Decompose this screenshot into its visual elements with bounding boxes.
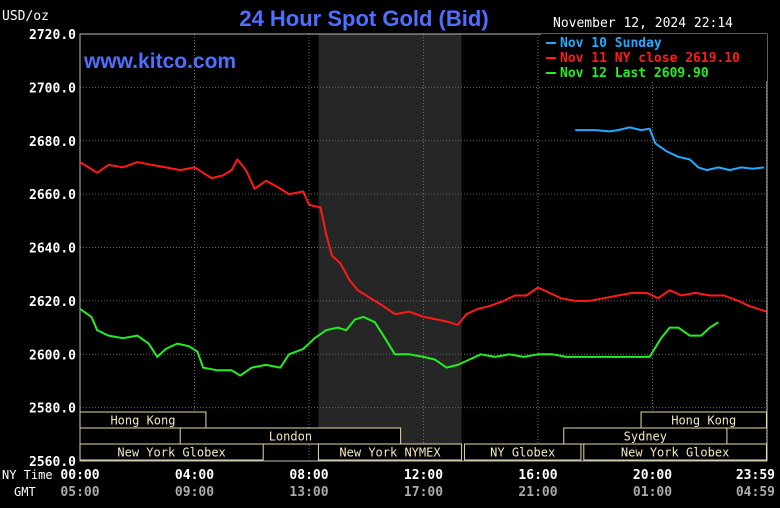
x-tick-label-gmt: 13:00	[289, 485, 328, 500]
y-tick-label: 2600.0	[29, 348, 76, 363]
x-tick-label-gmt: 17:00	[404, 485, 443, 500]
legend-label-nov12: Nov 12 Last 2609.90	[560, 66, 709, 81]
session-label: New York Globex	[117, 446, 225, 460]
ny-time-row-label: NY Time	[2, 468, 53, 482]
session-label: New York NYMEX	[339, 446, 441, 460]
plot-frame	[79, 33, 768, 462]
chart-title: 24 Hour Spot Gold (Bid)	[239, 6, 488, 31]
series-line-1	[79, 158, 767, 326]
legend: Nov 10 Sunday Nov 11 NY close 2619.10 No…	[541, 34, 767, 81]
series-lines	[79, 126, 767, 377]
series-line-0	[575, 126, 765, 172]
y-tick-label: 2580.0	[29, 402, 76, 417]
session-bar: London	[179, 427, 402, 445]
x-tick-label-ny: 20:00	[633, 468, 672, 483]
session-box	[317, 443, 463, 461]
y-tick-label: 2560.0	[29, 455, 76, 470]
session-label: New York Globex	[621, 446, 729, 460]
unit-label: USD/oz	[2, 9, 49, 24]
x-tick-label-gmt: 21:00	[518, 485, 557, 500]
legend-label-nov11: Nov 11 NY close 2619.10	[560, 51, 740, 66]
session-label: London	[269, 430, 312, 444]
session-box	[583, 443, 767, 461]
y-tick-label: 2620.0	[29, 295, 76, 310]
x-tick-label-gmt: 01:00	[633, 485, 672, 500]
x-tick-label-gmt: 04:59	[736, 485, 775, 500]
series-line-2	[79, 308, 719, 377]
x-tick-label-ny: 16:00	[518, 468, 557, 483]
session-label: Sydney	[624, 430, 667, 444]
session-box	[179, 427, 402, 445]
y-tick-label: 2680.0	[29, 135, 76, 150]
x-tick-label-ny: 23:59	[736, 468, 775, 483]
x-tick-label-ny: 08:00	[289, 468, 328, 483]
x-tick-label-ny: 12:00	[404, 468, 443, 483]
session-label: NY Globex	[490, 446, 555, 460]
x-tick-label-ny: 04:00	[175, 468, 214, 483]
y-tick-label: 2720.0	[29, 28, 76, 43]
market-sessions: Hong Kong London New York Globex New York N…	[79, 411, 767, 461]
session-bar: Hong Kong	[79, 411, 207, 429]
session-bar: Sydney	[563, 427, 728, 445]
y-tick-label: 2640.0	[29, 242, 76, 257]
watermark: www.kitco.com	[83, 50, 236, 73]
y-axis-ticks: 2720.0 2700.0 2680.0 2660.0 2640.0 2620.0 2600…	[29, 28, 76, 470]
gmt-row-label: GMT	[14, 485, 36, 499]
session-label: Hong Kong	[110, 414, 175, 428]
session-label: Hong Kong	[671, 414, 736, 428]
x-axis-ticks: 00:00 05:00 04:00 09:00 08:00 13:00 12:00 17:00…	[60, 468, 775, 500]
session-bar: Hong Kong	[640, 411, 767, 429]
session-bar: New York Globex	[79, 443, 264, 461]
chart-datetime: November 12, 2024 22:14	[553, 16, 733, 31]
y-tick-label: 2660.0	[29, 188, 76, 203]
y-tick-label: 2700.0	[29, 81, 76, 96]
legend-label-nov10: Nov 10 Sunday	[560, 36, 662, 51]
session-box	[79, 443, 264, 461]
x-tick-label-gmt: 05:00	[60, 485, 99, 500]
session-box	[79, 411, 207, 429]
session-bar: NY Globex	[463, 443, 582, 461]
session-bar: New York NYMEX	[317, 443, 463, 461]
x-tick-label-gmt: 09:00	[175, 485, 214, 500]
legend-box	[541, 34, 767, 81]
session-box	[463, 443, 582, 461]
x-tick-label-ny: 00:00	[60, 468, 99, 483]
session-bar: New York Globex	[583, 443, 767, 461]
